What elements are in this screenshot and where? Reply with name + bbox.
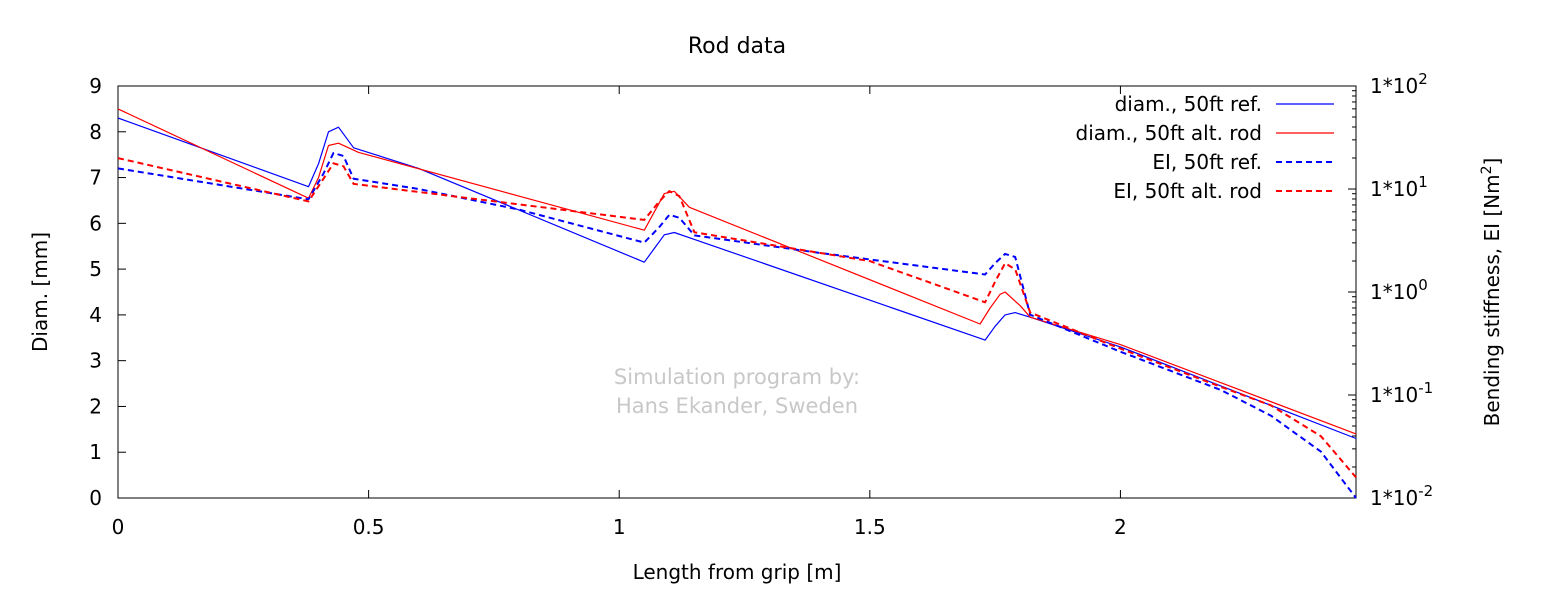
- y2-tick-exp: 0: [1418, 276, 1428, 294]
- legend-label: EI, 50ft ref.: [1152, 150, 1262, 174]
- plot-frame: [117, 85, 1357, 499]
- series-line: [117, 151, 1357, 499]
- legend: diam., 50ft ref. diam., 50ft alt. rod EI, …: [1076, 92, 1334, 203]
- legend-label: diam., 50ft alt. rod: [1076, 121, 1262, 145]
- y2-tick-base: 1*10: [1370, 486, 1418, 510]
- y2-tick-exp: 2: [1418, 70, 1428, 88]
- watermark-line-1: Simulation program by:: [614, 365, 860, 389]
- legend-label: EI, 50ft alt. rod: [1113, 179, 1262, 203]
- x-tick-label: 0.5: [353, 515, 385, 539]
- y-axis-left: 0 1 2 3 4 5 6 7 8 9: [89, 74, 126, 510]
- y2-tick-label: 1*101: [1370, 173, 1428, 201]
- series-line: [117, 108, 1357, 435]
- y2-axis-title: Bending stiffness, EI [Nm2]: [1479, 158, 1504, 427]
- chart-title: Rod data: [688, 34, 786, 59]
- y2-tick-label: 1*100: [1370, 276, 1428, 304]
- x-tick-label: 1: [613, 515, 626, 539]
- y2-tick-exp: 1: [1418, 173, 1428, 191]
- y2-tick-base: 1*10: [1370, 280, 1418, 304]
- y-tick-label: 4: [89, 303, 102, 327]
- y2-tick-label: 1*10-2: [1370, 482, 1433, 510]
- y-tick-label: 6: [89, 211, 102, 235]
- y-tick-label: 1: [89, 440, 102, 464]
- x-tick-label: 1.5: [854, 515, 886, 539]
- y-tick-label: 8: [89, 120, 102, 144]
- y2-tick-base: 1*10: [1370, 383, 1418, 407]
- y-axis-title: Diam. [mm]: [28, 232, 52, 352]
- y2-tick-label: 1*10-1: [1370, 379, 1433, 407]
- series-layer: [117, 108, 1357, 499]
- y-tick-label: 3: [89, 349, 102, 373]
- watermark-line-2: Hans Ekander, Sweden: [616, 394, 858, 418]
- x-axis-title: Length from grip [m]: [633, 560, 842, 584]
- x-tick-label: 2: [1114, 515, 1127, 539]
- series-line: [117, 157, 1357, 479]
- y-tick-label: 2: [89, 394, 102, 418]
- legend-label: diam., 50ft ref.: [1115, 92, 1262, 116]
- y2-tick-exp: -1: [1418, 379, 1433, 397]
- y2-tick-base: 1*10: [1370, 74, 1418, 98]
- y-tick-label: 0: [89, 486, 102, 510]
- y2-tick-base: 1*10: [1370, 177, 1418, 201]
- y-tick-label: 7: [89, 166, 102, 190]
- series-line: [117, 117, 1357, 440]
- x-tick-label: 0: [112, 515, 125, 539]
- x-axis: 0 0.5 1 1.5 2: [112, 86, 1127, 539]
- y2-tick-label: 1*102: [1370, 70, 1428, 98]
- y2-tick-exp: -2: [1418, 482, 1433, 500]
- y-tick-label: 5: [89, 257, 102, 281]
- y-tick-label: 9: [89, 74, 102, 98]
